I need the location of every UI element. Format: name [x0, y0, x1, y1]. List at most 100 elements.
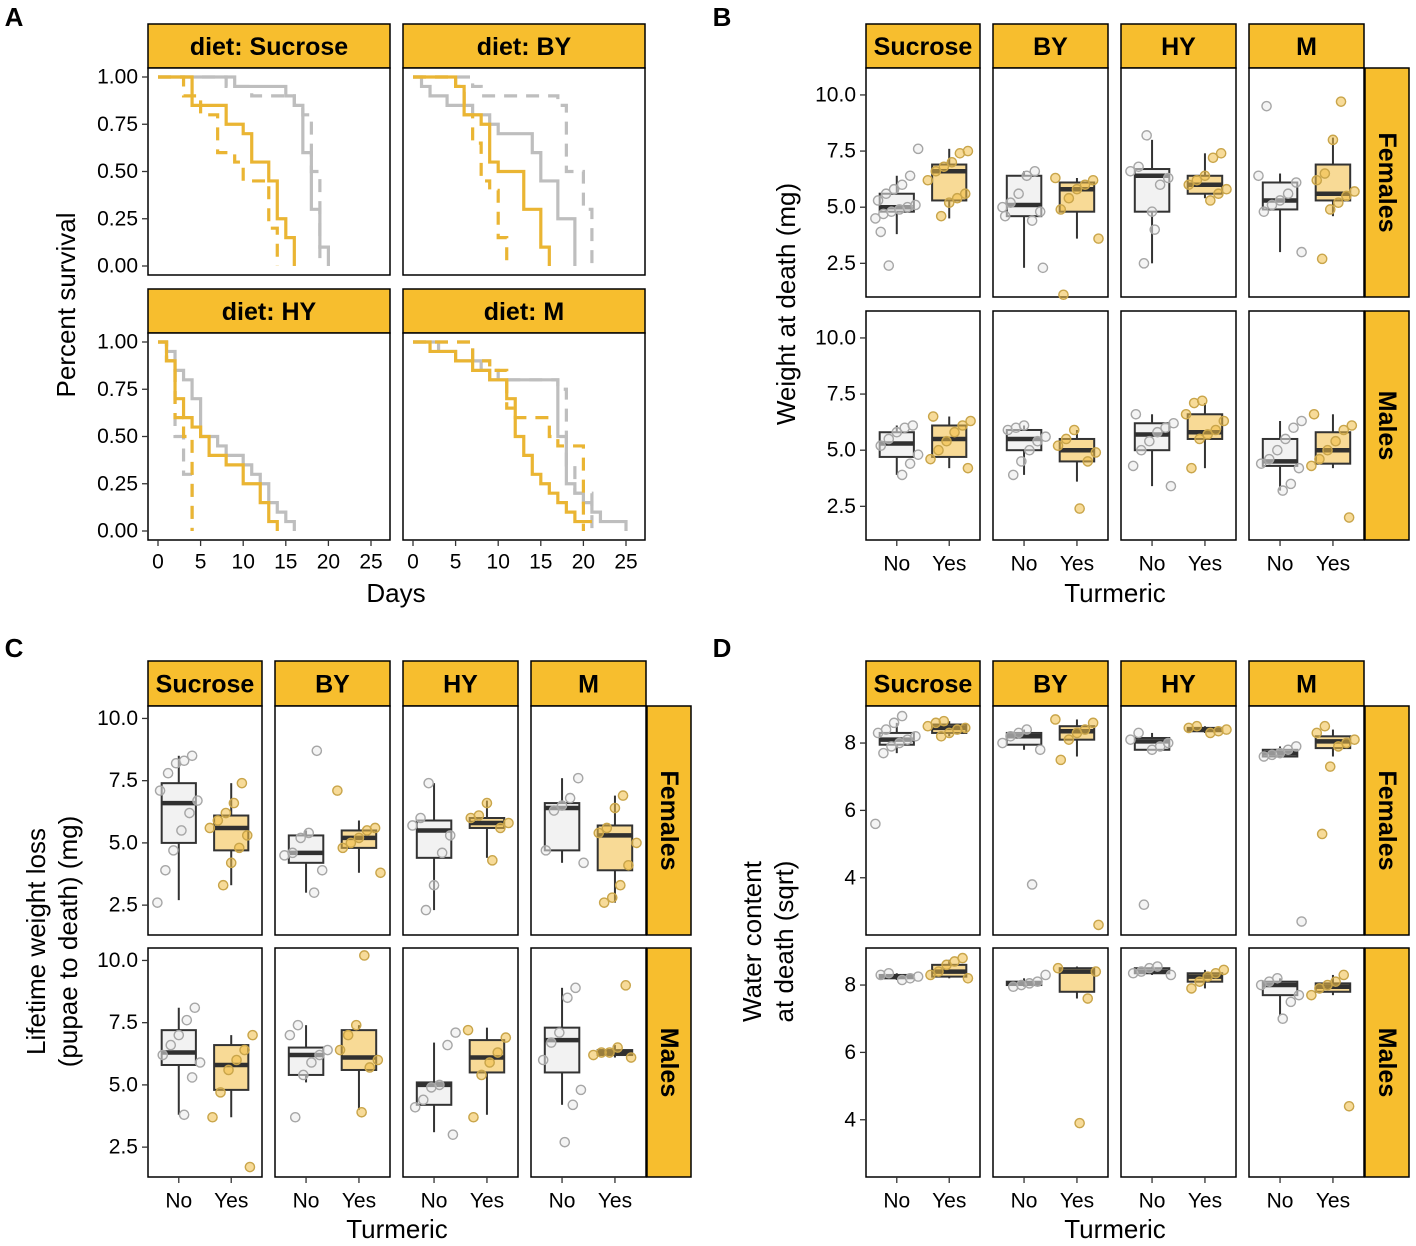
point-C-0-1-7	[228, 797, 240, 809]
point-B-2-0-1	[1146, 206, 1158, 217]
point-D-7-0-0	[1277, 1013, 1289, 1025]
point-C-3-1-1	[606, 892, 618, 903]
point-D-0-0-5	[910, 731, 921, 742]
point-D-6-1-4	[1218, 964, 1230, 976]
xtick-label-D-6-1: Yes	[1188, 1190, 1222, 1213]
xtick-label-B-4-0: No	[883, 553, 910, 576]
point-B-3-1-4	[1349, 186, 1360, 197]
point-B-3-1-5	[1311, 174, 1323, 186]
point-B-7-1-5	[1338, 424, 1350, 436]
point-B-2-1-5	[1199, 170, 1211, 182]
point-C-7-0-6	[562, 992, 573, 1004]
point-B-6-1-5	[1180, 408, 1192, 420]
panel-letter-D: D	[713, 633, 732, 663]
xtick-label-C-4-0: No	[165, 1190, 192, 1213]
point-D-6-1-1	[1194, 976, 1205, 987]
point-C-0-1-5	[212, 815, 224, 826]
point-B-5-1-3	[1052, 440, 1064, 452]
point-C-1-0-6	[311, 745, 323, 757]
point-B-6-0-4	[1152, 426, 1163, 438]
facet-B-3	[1248, 67, 1365, 298]
facet-D-1	[992, 705, 1109, 936]
facet-C-7	[530, 947, 647, 1178]
ytick-label-C-4-0: 2.5	[109, 1136, 138, 1159]
point-D-1-0-0	[1026, 879, 1038, 890]
survival-line-1-2	[413, 75, 551, 266]
point-B-0-0-5	[910, 199, 921, 211]
xtick-label-A-3-3: 15	[529, 551, 552, 574]
strip-A-1-label: diet: BY	[477, 33, 572, 61]
point-C-0-1-6	[220, 807, 232, 819]
strip-C-col-1-bg	[274, 660, 391, 707]
point-D-7-0-1	[1285, 996, 1297, 1008]
point-B-0-1-6	[938, 161, 950, 173]
point-B-6-1-0	[1186, 462, 1197, 474]
point-D-4-0-2	[912, 971, 924, 982]
point-D-6-0-4	[1152, 961, 1163, 972]
ytick-label-D-4-1: 6	[844, 1041, 856, 1064]
strip-C-row-0-bg	[646, 705, 692, 936]
point-C-5-1-2	[372, 1054, 384, 1066]
xtick-label-A-3-4: 20	[572, 551, 595, 574]
point-B-7-0-3	[1255, 458, 1267, 469]
strip-B-col-3-bg	[1248, 23, 1365, 69]
facet-B-4	[865, 310, 981, 541]
point-C-0-0-5	[192, 795, 203, 806]
xtick-label-A-2-5: 25	[359, 551, 382, 574]
ytick-label-C-4-2: 7.5	[109, 1011, 138, 1034]
point-C-5-0-6	[292, 1019, 304, 1031]
point-B-6-0-2	[1135, 444, 1147, 456]
point-C-5-1-1	[364, 1062, 376, 1073]
xtick-label-B-7-1: Yes	[1316, 553, 1350, 576]
point-B-6-1-1	[1194, 433, 1205, 445]
ytick-label-B-0-1: 5.0	[827, 196, 856, 219]
point-B-5-1-2	[1090, 447, 1102, 458]
strip-D-row-1-label: Males	[1373, 1028, 1401, 1097]
point-B-0-0-9	[896, 179, 908, 191]
point-B-3-1-0	[1316, 253, 1328, 265]
point-B-6-1-2	[1202, 429, 1213, 440]
point-B-7-0-8	[1296, 415, 1307, 427]
point-B-2-1-0	[1205, 195, 1216, 206]
point-B-2-1-1	[1213, 188, 1224, 200]
point-C-2-1-1	[495, 822, 506, 834]
survival-line-3-2	[413, 340, 592, 524]
point-B-3-0-3	[1274, 195, 1286, 206]
point-D-5-1-0	[1074, 1117, 1085, 1129]
point-D-1-1-2	[1063, 734, 1075, 745]
facet-A-3-frame	[402, 332, 646, 541]
point-B-1-0-7	[1037, 262, 1049, 274]
point-B-3-0-6	[1253, 170, 1264, 182]
strip-B-row-1-bg	[1364, 310, 1410, 541]
point-B-0-0-7	[880, 188, 892, 200]
point-B-4-1-4	[949, 426, 960, 438]
axis-title-D-x: Turmeric	[1064, 1214, 1166, 1244]
point-C-3-1-4	[631, 837, 642, 849]
point-C-6-0-2	[417, 1094, 429, 1106]
point-C-4-0-0	[178, 1109, 190, 1121]
xtick-label-D-7-1: Yes	[1316, 1190, 1350, 1213]
strip-B-col-1-bg	[992, 23, 1109, 69]
ytick-label-A-0-3: 0.75	[97, 113, 138, 136]
point-C-4-1-1	[207, 1111, 218, 1123]
ytick-label-A-2-4: 1.00	[97, 331, 138, 354]
strip-A-2-label: diet: HY	[222, 298, 317, 326]
point-B-7-1-6	[1346, 420, 1358, 431]
facet-B-1	[992, 67, 1109, 301]
point-C-2-1-4	[473, 810, 485, 821]
strip-B-col-0-label: Sucrose	[874, 33, 973, 61]
point-C-1-0-0	[308, 887, 320, 898]
facet-D-6-frame	[1120, 947, 1237, 1178]
point-D-2-0-3	[1162, 737, 1174, 749]
point-D-0-1-6	[938, 715, 950, 727]
survival-line-2-3	[158, 340, 194, 531]
point-C-2-0-4	[407, 820, 418, 831]
point-B-0-1-5	[930, 165, 942, 177]
xtick-label-B-6-1: Yes	[1188, 553, 1222, 576]
axis-title-A-y: Percent survival	[51, 213, 81, 398]
strip-D-col-3-label: M	[1296, 671, 1317, 699]
ytick-label-D-0-0: 4	[844, 866, 856, 889]
facet-B-7	[1248, 310, 1365, 541]
survival-line-1-3	[413, 75, 509, 266]
point-D-3-0-0	[1296, 916, 1307, 927]
